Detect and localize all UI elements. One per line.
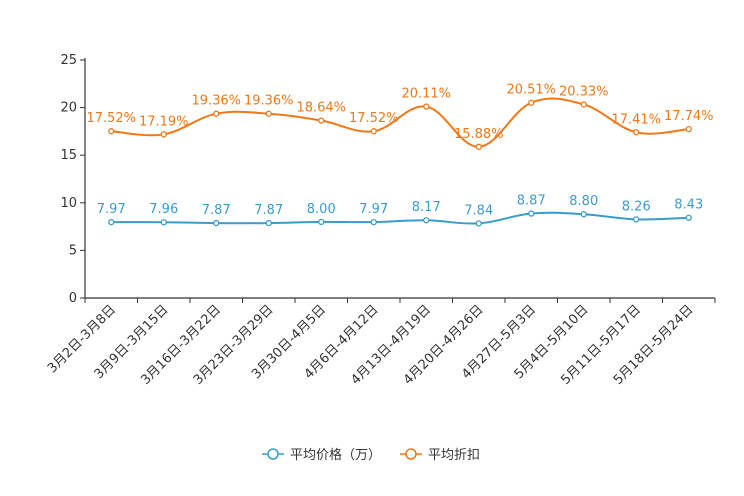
legend-marker-0[interactable] [267,448,279,460]
data-label: 8.17 [412,200,441,215]
data-point[interactable] [475,143,482,150]
data-label: 7.87 [202,203,231,218]
data-point[interactable] [528,210,535,217]
data-point[interactable] [580,101,587,108]
data-point[interactable] [685,125,692,133]
data-point[interactable] [370,128,377,135]
data-point[interactable] [423,217,430,224]
data-label: 8.87 [517,194,546,209]
data-point[interactable] [685,214,692,221]
data-point[interactable] [423,103,430,110]
data-label: 15.88% [454,127,504,142]
y-tick-label: 20 [60,101,77,116]
data-point[interactable] [108,128,115,135]
data-label: 19.36% [244,94,294,109]
data-label: 7.96 [149,202,178,217]
data-point[interactable] [318,218,325,225]
y-tick-label: 25 [60,53,77,68]
data-point[interactable] [633,129,640,136]
data-point[interactable] [633,216,640,223]
data-point[interactable] [475,220,482,227]
y-tick-label: 10 [60,196,77,211]
data-label: 17.52% [86,111,136,126]
axes: 05101520253月2日-3月8日3月9日-3月15日3月16日-3月22日… [45,53,716,388]
data-point[interactable] [580,211,587,218]
data-label: 17.19% [139,114,189,129]
data-point[interactable] [370,218,377,226]
data-label: 8.80 [569,194,598,209]
data-point[interactable] [108,218,115,226]
legend-label-1[interactable]: 平均折扣 [428,448,480,463]
data-label: 20.11% [401,87,451,102]
data-point[interactable] [265,219,272,227]
data-label: 8.43 [674,198,703,213]
data-point[interactable] [160,219,167,226]
data-point[interactable] [213,219,220,227]
data-point[interactable] [265,110,272,117]
y-tick-label: 15 [60,148,77,163]
data-point[interactable] [528,99,535,106]
legend: 平均价格（万） 平均折扣 [262,447,480,463]
legend-label-0[interactable]: 平均价格（万） [290,447,381,463]
data-label: 8.00 [307,202,336,217]
data-label: 17.41% [611,112,661,127]
legend-marker-1[interactable] [405,448,417,460]
series-line-0 [111,211,689,225]
data-label: 20.33% [559,84,609,99]
data-point[interactable] [213,110,220,117]
series-layer [108,97,692,227]
data-label: 17.52% [349,111,399,126]
y-tick-label: 5 [69,243,77,258]
data-label: 7.97 [97,202,126,217]
y-tick-label: 0 [69,291,77,306]
data-label: 18.64% [296,101,346,116]
data-label: 8.26 [622,199,651,214]
data-label: 17.74% [664,109,714,124]
data-label: 7.84 [464,203,493,218]
data-label: 7.87 [254,203,283,218]
data-label: 20.51% [506,83,556,98]
data-label: 19.36% [191,94,241,109]
data-labels-layer: 7.97 7.96 7.87 7.87 8.00 7.97 8.17 7.84 8.87 8.80… [86,83,713,219]
data-point[interactable] [318,117,325,124]
data-label: 7.97 [359,202,388,217]
data-point[interactable] [160,131,167,138]
